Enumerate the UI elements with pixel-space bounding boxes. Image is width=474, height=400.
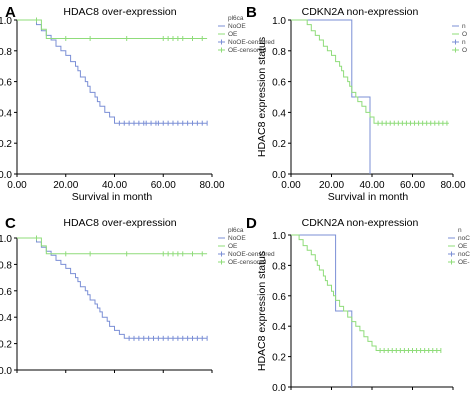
x-tick-label: 80.00	[440, 180, 465, 191]
legend-entry: NoOE-censored	[228, 39, 275, 46]
series-line-oe	[17, 19, 208, 39]
x-tick-label: 40.00	[102, 180, 127, 191]
panel-letter: D	[246, 215, 257, 232]
series-line-nooe	[17, 19, 208, 124]
y-tick-label: 0.0	[0, 366, 12, 377]
y-tick-label: 1.0	[272, 16, 286, 27]
legend-entry: noC	[458, 235, 470, 242]
legend-entry: OE	[458, 243, 468, 250]
legend-entry: OE	[228, 31, 238, 38]
y-tick-label: 0.8	[272, 261, 286, 272]
chart-title: CDKN2A non-expression	[302, 6, 419, 18]
legend-entry: n	[462, 23, 466, 30]
legend-entry: n	[462, 39, 466, 46]
y-tick-label: 0.4	[272, 108, 286, 119]
series-line-n	[291, 19, 371, 174]
legend-entry: noC	[458, 251, 470, 258]
chart-title: HDAC8 over-expression	[63, 217, 176, 229]
y-tick-label: 0.6	[0, 78, 12, 89]
series-line-oe	[17, 237, 208, 255]
chart-title: HDAC8 over-expression	[63, 6, 176, 18]
y-tick-label: 0.8	[0, 47, 12, 58]
legend-title: n	[458, 227, 462, 234]
y-tick-label: 0.6	[272, 292, 286, 303]
panel-b: B CDKN2A non-expression 0.0 0.2 0.4 0.6 0.8 1.0…	[246, 4, 467, 203]
x-axis-label: Survival in month	[328, 191, 409, 203]
panel-a: A HDAC8 over-expression 0.0 0.2 0.4 0.6 0.8 1.0…	[0, 4, 275, 203]
legend-entry: O	[462, 31, 467, 38]
y-tick-label: 0.0	[272, 170, 286, 181]
panel-d: D CDKN2A non-expression 0.0 0.2 0.4 0.6 0.8 1.0…	[246, 215, 470, 394]
panel-c: C HDAC8 over-expression 0.0 0.2 0.4 0.6 0.8 1.0…	[0, 215, 275, 377]
x-tick-label: 0.00	[7, 180, 27, 191]
x-axis-label: Survival in month	[72, 191, 153, 203]
chart-title: CDKN2A non-expression	[302, 217, 419, 229]
legend-entry: NoOE	[228, 23, 246, 30]
y-tick-label: 0.4	[272, 322, 286, 333]
y-tick-label: 0.4	[0, 313, 12, 324]
y-tick-label: 0.8	[272, 47, 286, 58]
y-tick-label: 0.6	[0, 287, 12, 298]
panel-letter: C	[5, 215, 16, 232]
y-tick-label: 0.2	[272, 139, 286, 150]
y-tick-label: 0.2	[0, 340, 12, 351]
x-tick-label: 0.00	[281, 180, 301, 191]
y-tick-label: 0.8	[0, 260, 12, 271]
y-tick-label: 0.0	[272, 383, 286, 394]
x-tick-label: 40.00	[359, 180, 384, 191]
legend-entry: NoOE	[228, 235, 246, 242]
y-tick-label: 1.0	[272, 231, 286, 242]
legend-entry: OE-censored	[228, 47, 267, 54]
legend-entry: NoOE-censored	[228, 251, 275, 258]
legend-entry: OE-censored	[228, 259, 267, 266]
x-tick-label: 20.00	[53, 180, 78, 191]
legend-entry: OE-	[458, 259, 470, 266]
legend-entry: OE	[228, 243, 238, 250]
y-tick-label: 0.4	[0, 108, 12, 119]
y-tick-label: 0.6	[272, 78, 286, 89]
legend-title: pl6ca	[228, 227, 244, 234]
y-tick-label: 1.0	[0, 16, 12, 27]
x-tick-label: 20.00	[319, 180, 344, 191]
series-line-nooe	[17, 237, 208, 339]
y-tick-label: 0.2	[272, 353, 286, 364]
x-tick-label: 80.00	[199, 180, 224, 191]
y-axis-label: HDAC8 expression status	[256, 251, 268, 371]
legend-title: pl6ca	[228, 15, 244, 22]
x-tick-label: 60.00	[400, 180, 425, 191]
y-tick-label: 0.2	[0, 139, 12, 150]
x-tick-label: 60.00	[151, 180, 176, 191]
panel-letter: B	[246, 4, 257, 21]
series-line-oe	[291, 234, 441, 351]
panel-letter: A	[5, 4, 16, 21]
legend-entry: O	[462, 47, 467, 54]
series-line-o	[291, 19, 449, 124]
y-axis-label: HDAC8 expression status	[256, 37, 268, 157]
y-tick-label: 1.0	[0, 234, 12, 245]
y-tick-label: 0.0	[0, 170, 12, 181]
series-line-noc	[291, 234, 353, 387]
